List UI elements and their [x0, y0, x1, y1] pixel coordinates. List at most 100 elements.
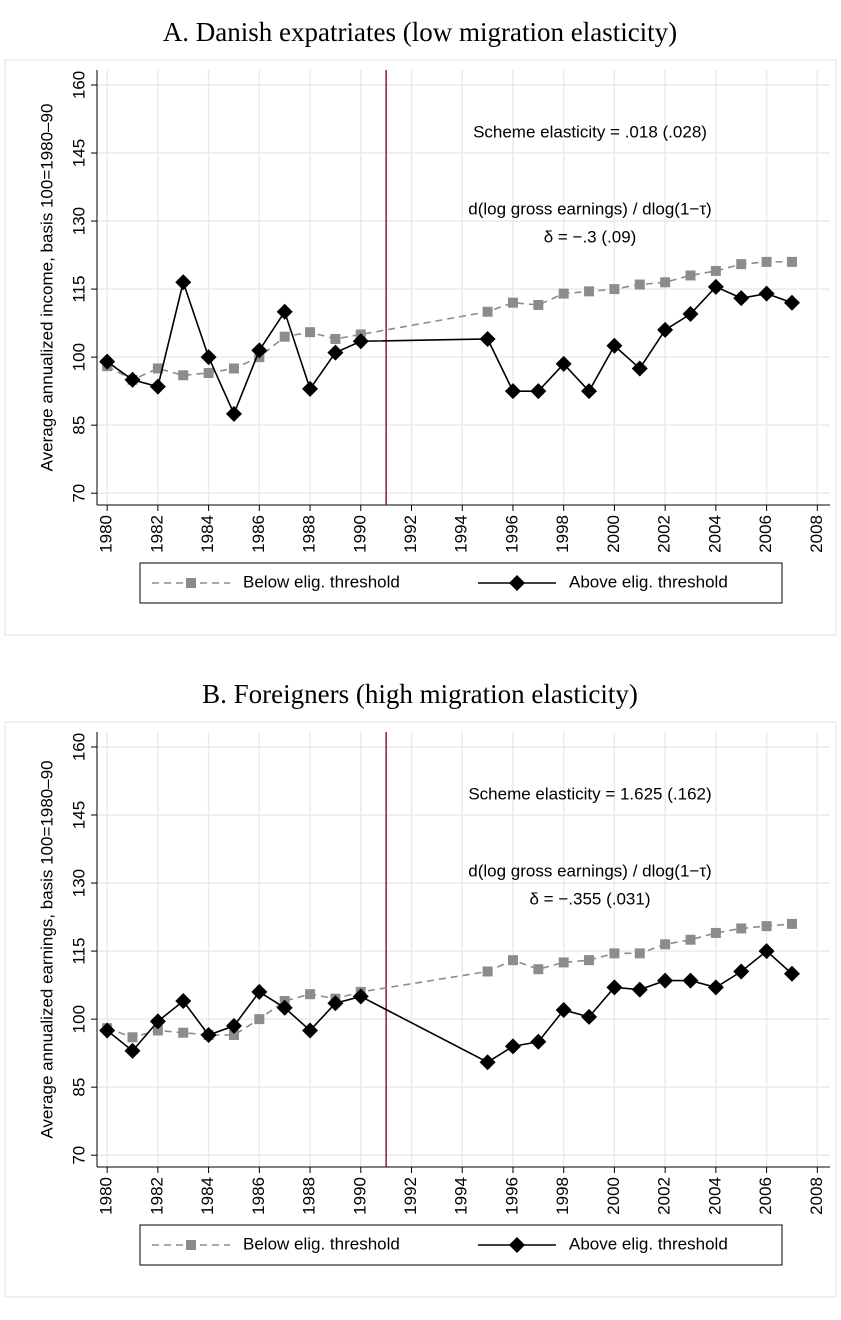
x-tick-label: 2006	[756, 1177, 775, 1215]
diamond-marker	[175, 274, 192, 291]
diamond-marker	[200, 1027, 217, 1044]
square-marker	[584, 286, 595, 297]
chart-title: B. Foreigners (high migration elasticity…	[202, 679, 638, 709]
diamond-marker	[327, 995, 344, 1012]
legend-label: Below elig. threshold	[243, 572, 400, 591]
square-marker	[660, 939, 671, 950]
diamond-marker	[733, 290, 750, 307]
x-tick-label: 2002	[655, 1177, 674, 1215]
diamond-marker	[657, 321, 674, 338]
square-marker	[305, 989, 316, 1000]
chart-panel: B. Foreigners (high migration elasticity…	[4, 679, 837, 1298]
x-tick-label: 2002	[655, 515, 674, 553]
square-marker	[305, 327, 316, 338]
diamond-marker	[276, 303, 293, 320]
y-tick-label: 115	[69, 938, 88, 965]
x-tick-label: 2006	[756, 515, 775, 553]
diamond-marker	[124, 371, 141, 388]
square-marker	[634, 948, 645, 959]
square-marker	[710, 927, 721, 938]
annotation: d(log gross earnings) / dlog(1−τ)	[468, 861, 711, 880]
x-tick-label: 1992	[401, 515, 420, 553]
diamond-marker	[124, 1042, 141, 1059]
annotation: Scheme elasticity = 1.625 (.162)	[468, 784, 711, 803]
annotation: δ = −.3 (.09)	[544, 227, 637, 246]
diamond-marker	[352, 988, 369, 1005]
square-marker	[584, 955, 595, 966]
diamond-marker	[530, 383, 547, 400]
annotation: d(log gross earnings) / dlog(1−τ)	[468, 199, 711, 218]
x-tick-label: 1982	[147, 1177, 166, 1215]
diamond-marker	[302, 1022, 319, 1039]
y-tick-label: 100	[69, 1005, 88, 1033]
y-axis-label: Average annualized income, basis 100=198…	[37, 104, 56, 472]
square-marker	[660, 277, 671, 288]
x-tick-label: 1998	[553, 515, 572, 553]
y-tick-label: 145	[69, 801, 88, 829]
y-axis-label: Average annualized earnings, basis 100=1…	[37, 760, 56, 1138]
chart-panel: A. Danish expatriates (low migration ela…	[4, 17, 837, 636]
x-tick-label: 2000	[604, 1177, 623, 1215]
square-marker	[482, 966, 493, 977]
square-marker	[685, 270, 696, 281]
legend-label: Above elig. threshold	[569, 572, 728, 591]
diamond-marker	[352, 333, 369, 350]
square-marker	[203, 368, 214, 379]
x-tick-label: 1998	[553, 1177, 572, 1215]
x-tick-label: 1988	[300, 1177, 319, 1215]
y-tick-label: 70	[69, 484, 88, 503]
square-marker	[254, 1014, 265, 1025]
diamond-marker	[276, 999, 293, 1016]
diamond-marker	[302, 380, 319, 397]
square-marker	[482, 306, 493, 317]
diamond-marker	[682, 972, 699, 989]
diamond-marker	[99, 1022, 116, 1039]
x-tick-label: 1996	[502, 1177, 521, 1215]
square-marker	[330, 333, 341, 344]
square-marker	[507, 297, 518, 308]
diamond-marker	[200, 349, 217, 366]
diamond-marker	[225, 405, 242, 422]
x-tick-label: 1982	[147, 515, 166, 553]
x-tick-label: 1990	[350, 515, 369, 553]
square-marker	[609, 284, 620, 295]
square-marker	[710, 265, 721, 276]
diamond-marker	[149, 378, 166, 395]
diamond-marker	[783, 965, 800, 982]
diamond-marker	[783, 294, 800, 311]
x-tick-label: 1994	[452, 1177, 471, 1215]
x-tick-label: 1988	[300, 515, 319, 553]
annotation: Scheme elasticity = .018 (.028)	[473, 122, 707, 141]
x-tick-label: 1992	[401, 1177, 420, 1215]
diamond-marker	[707, 979, 724, 996]
diamond-marker	[225, 1017, 242, 1034]
square-marker	[127, 1032, 138, 1043]
x-tick-label: 1986	[249, 515, 268, 553]
diamond-marker	[581, 1008, 598, 1025]
square-marker	[558, 288, 569, 299]
square-marker	[178, 370, 189, 381]
y-tick-label: 70	[69, 1146, 88, 1165]
legend-marker	[509, 575, 525, 591]
square-marker	[228, 363, 239, 374]
y-tick-label: 160	[69, 71, 88, 99]
y-tick-label: 130	[69, 869, 88, 897]
annotation: δ = −.355 (.031)	[530, 889, 651, 908]
x-tick-label: 2008	[807, 1177, 826, 1215]
square-marker	[152, 1025, 163, 1036]
x-tick-label: 1990	[350, 1177, 369, 1215]
diamond-marker	[682, 306, 699, 323]
x-tick-label: 1980	[97, 1177, 116, 1215]
diamond-marker	[758, 285, 775, 302]
x-tick-label: 1996	[502, 515, 521, 553]
diamond-marker	[758, 943, 775, 960]
square-marker	[685, 934, 696, 945]
y-tick-label: 145	[69, 139, 88, 167]
legend-marker	[509, 1237, 525, 1253]
legend-label: Above elig. threshold	[569, 1234, 728, 1253]
diamond-marker	[99, 353, 116, 370]
plot-area	[97, 732, 830, 1167]
x-tick-label: 1984	[198, 515, 217, 553]
diamond-marker	[504, 383, 521, 400]
plot-area	[97, 70, 830, 505]
